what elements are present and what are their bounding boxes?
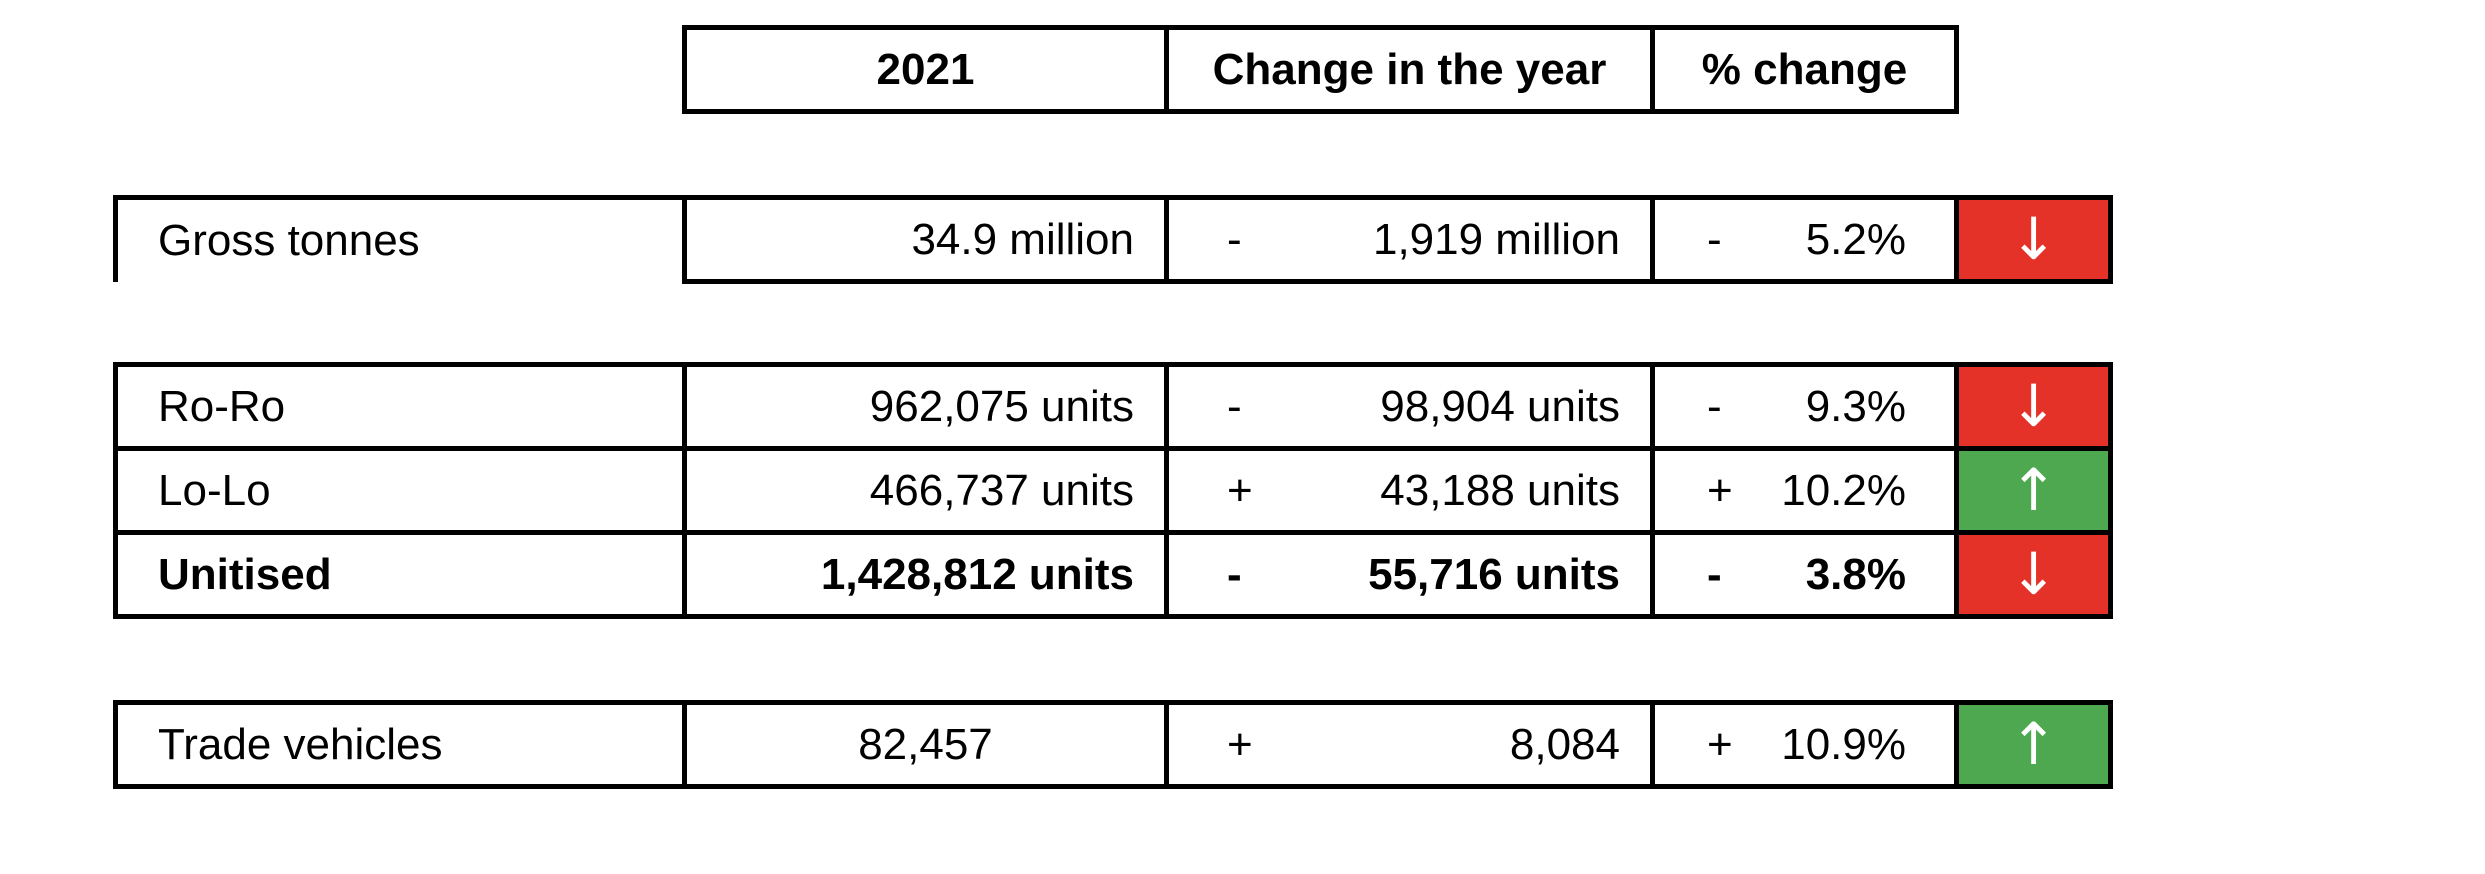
row-label: Ro-Ro [113,362,687,451]
change-sign: - [1227,549,1242,599]
value-2021-cell: 1,428,812 units [682,530,1169,619]
table-row-roro: Ro-Ro 962,075 units - 98,904 units - 9.3… [113,362,2113,451]
pct-change-cell: - 3.8% [1650,530,1959,619]
pct-sign: - [1707,381,1722,431]
change-sign: - [1227,381,1242,431]
pct-change-cell: - 9.3% [1650,362,1959,451]
value-2021-cell: 82,457 [682,700,1169,789]
trade-vehicles-table: Trade vehicles 82,457 + 8,084 + 10.9% ↑ [113,700,2113,789]
pct-value: 9.3% [1805,381,1906,431]
pct-sign: - [1707,549,1722,599]
direction-indicator-cell: ↑ [1954,446,2113,535]
pct-change-cell: + 10.2% [1650,446,1959,535]
column-header-table: 2021 Change in the year % change [682,25,1959,114]
change-sign: + [1227,465,1253,515]
change-value: 55,716 units [1368,549,1620,599]
gross-tonnes-table: Gross tonnes 34.9 million - 1,919 millio… [113,195,2113,284]
header-row: 2021 Change in the year % change [682,25,1959,114]
pct-change-cell: - 5.2% [1650,195,1959,284]
change-cell: - 55,716 units [1164,530,1655,619]
value-2021-cell: 34.9 million [682,195,1169,284]
change-cell: - 1,919 million [1164,195,1655,284]
pct-value: 10.9% [1781,719,1906,769]
row-label: Unitised [113,530,687,619]
row-label: Gross tonnes [113,195,687,282]
up-arrow-icon: ↑ [2009,709,2058,778]
change-sign: + [1227,719,1253,769]
header-2021: 2021 [682,25,1169,114]
change-sign: - [1227,214,1242,264]
direction-indicator-cell: ↑ [1954,700,2113,789]
pct-change-cell: + 10.9% [1650,700,1959,789]
down-arrow-icon: ↓ [2009,539,2058,608]
pct-value: 10.2% [1781,465,1906,515]
change-value: 1,919 million [1372,214,1620,264]
down-arrow-icon: ↓ [2009,204,2058,273]
table-row-lolo: Lo-Lo 466,737 units + 43,188 units + 10.… [113,446,2113,535]
value-2021-cell: 466,737 units [682,446,1169,535]
change-value: 43,188 units [1380,465,1620,515]
change-value: 98,904 units [1380,381,1620,431]
header-change-in-year: Change in the year [1164,25,1655,114]
pct-value: 5.2% [1805,214,1906,264]
down-arrow-icon: ↓ [2009,371,2058,440]
table-row-unitised: Unitised 1,428,812 units - 55,716 units … [113,530,2113,619]
value-2021-cell: 962,075 units [682,362,1169,451]
pct-sign: + [1707,465,1733,515]
pct-sign: + [1707,719,1733,769]
change-value: 8,084 [1509,719,1620,769]
change-cell: + 43,188 units [1164,446,1655,535]
direction-indicator-cell: ↓ [1954,195,2113,284]
change-cell: + 8,084 [1164,700,1655,789]
up-arrow-icon: ↑ [2009,455,2058,524]
direction-indicator-cell: ↓ [1954,530,2113,619]
direction-indicator-cell: ↓ [1954,362,2113,451]
header-pct-change: % change [1650,25,1959,114]
row-label: Lo-Lo [113,446,687,535]
change-cell: - 98,904 units [1164,362,1655,451]
pct-value: 3.8% [1805,549,1906,599]
table-row-gross-tonnes: Gross tonnes 34.9 million - 1,919 millio… [113,195,2113,284]
pct-sign: - [1707,214,1722,264]
row-label: Trade vehicles [113,700,687,789]
table-row-trade-vehicles: Trade vehicles 82,457 + 8,084 + 10.9% ↑ [113,700,2113,789]
unitised-traffic-table: Ro-Ro 962,075 units - 98,904 units - 9.3… [113,362,2113,619]
